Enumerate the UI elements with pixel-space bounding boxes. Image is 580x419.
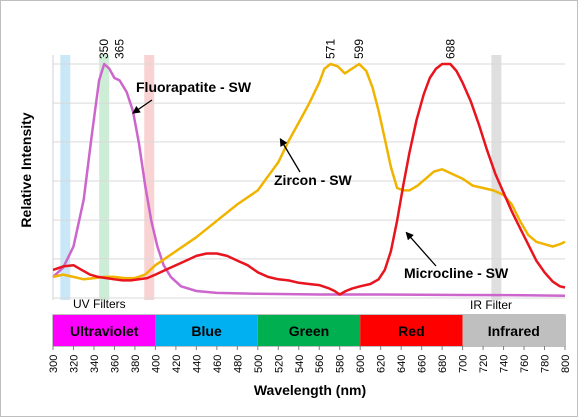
uv-filters-label: UV Filters (73, 297, 126, 311)
annotation-arrow-0 (132, 99, 153, 114)
x-tick-label-380: 380 (130, 355, 142, 373)
x-tick-label-460: 460 (212, 355, 224, 373)
series-line-microcline-sw (52, 62, 566, 296)
peak-label-571: 571 (324, 39, 338, 59)
chart-labels: 350 365 571 599 688 Fluorapatite - SW Zircon -… (97, 39, 509, 281)
x-tick-label-340: 340 (89, 355, 101, 373)
band-infrared (462, 315, 565, 346)
x-tick-label-640: 640 (396, 355, 408, 373)
x-axis-ticks: 300 320 340 360 380 400 420 440 460 480 500 520 540 5… (48, 346, 572, 373)
peak-label-350: 350 (97, 39, 111, 59)
x-tick-label-740: 740 (499, 355, 511, 373)
x-tick-label-480: 480 (232, 355, 244, 373)
peak-label-599: 599 (352, 39, 366, 59)
spectrum-bands: Ultraviolet Blue Green Red Infrared (52, 314, 566, 347)
x-tick-label-420: 420 (171, 355, 183, 373)
x-tick-label-520: 520 (273, 355, 285, 373)
annotation-arrow-2 (405, 231, 437, 267)
x-tick-label-440: 440 (191, 355, 203, 373)
x-tick-label-780: 780 (540, 355, 552, 373)
x-tick-label-600: 600 (355, 355, 367, 373)
annotation-arrow-1 (279, 138, 301, 173)
x-tick-label-360: 360 (109, 355, 121, 373)
band-blue (155, 315, 258, 346)
x-tick-label-620: 620 (376, 355, 388, 373)
band-label-green: Green (289, 323, 329, 339)
band-label-infrared: Infrared (488, 323, 540, 339)
band-label-red: Red (398, 323, 424, 339)
x-tick-label-580: 580 (335, 355, 347, 373)
x-tick-label-320: 320 (68, 355, 80, 373)
band-red (360, 315, 463, 346)
peak-label-688: 688 (443, 39, 457, 59)
x-tick-label-700: 700 (458, 355, 470, 373)
filter-marker-1 (99, 55, 110, 300)
x-tick-label-800: 800 (560, 355, 572, 373)
x-tick-label-500: 500 (253, 355, 265, 373)
x-tick-label-400: 400 (150, 355, 162, 373)
annotation-label-2: Microcline - SW (404, 265, 509, 281)
peak-label-365: 365 (113, 39, 127, 59)
filter-marker-0 (60, 55, 71, 300)
band-label-ultraviolet: Ultraviolet (70, 323, 139, 339)
filter-marker-2 (144, 55, 155, 300)
x-tick-label-540: 540 (294, 355, 306, 373)
band-green (257, 315, 361, 346)
x-tick-label-720: 720 (478, 355, 490, 373)
x-tick-label-560: 560 (314, 355, 326, 373)
annotation-label-1: Zircon - SW (274, 172, 353, 188)
x-tick-label-660: 660 (417, 355, 429, 373)
series-lines (52, 62, 566, 297)
band-label-blue: Blue (191, 323, 222, 339)
x-tick-label-300: 300 (48, 355, 60, 373)
x-axis-title: Wavelength (nm) (254, 382, 366, 398)
x-tick-label-760: 760 (519, 355, 531, 373)
y-axis-title: Relative Intensity (18, 112, 34, 227)
band-ultraviolet (53, 315, 156, 346)
gridlines (52, 55, 565, 300)
series-line-zircon-sw (52, 62, 566, 281)
annotation-label-0: Fluorapatite - SW (136, 79, 252, 95)
x-tick-label-680: 680 (437, 355, 449, 373)
series-line-fluorapatite-sw (52, 62, 566, 297)
ir-filter-label: IR Filter (470, 298, 512, 312)
